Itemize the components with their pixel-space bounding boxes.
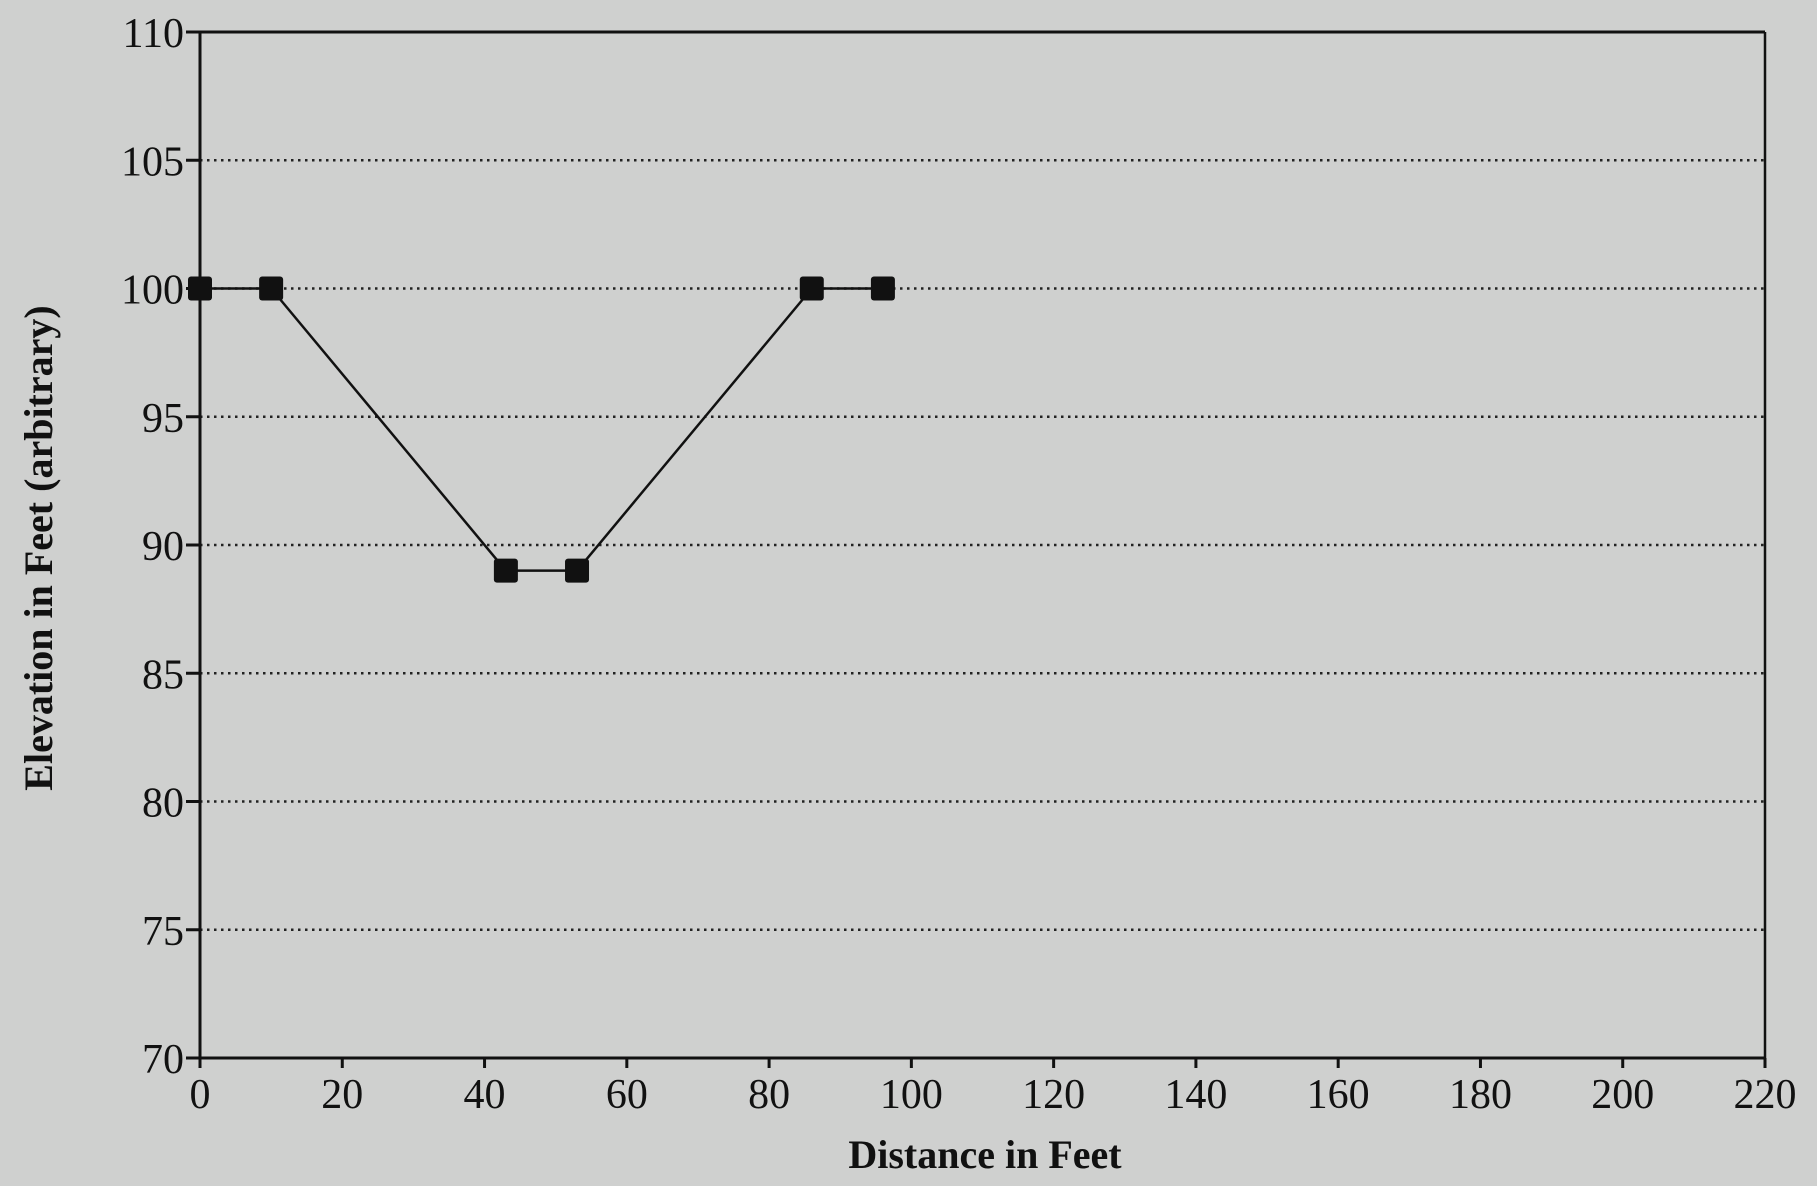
- y-tick-label-110: 110: [123, 11, 184, 57]
- series-layer: [188, 276, 895, 583]
- grid-layer: [200, 159, 1765, 931]
- x-tick-label-120: 120: [1022, 1072, 1085, 1118]
- x-tick-label-40: 40: [464, 1072, 506, 1118]
- x-axis-title: Distance in Feet: [848, 1132, 1122, 1177]
- data-point-0-2: [493, 558, 518, 583]
- y-tick-label-95: 95: [142, 396, 184, 442]
- data-point-0-3: [565, 558, 590, 583]
- data-point-0-1: [259, 276, 284, 301]
- x-tick-label-220: 220: [1734, 1072, 1797, 1118]
- y-tick-label-70: 70: [142, 1037, 184, 1083]
- data-point-0-4: [799, 276, 824, 301]
- x-tick-label-200: 200: [1591, 1072, 1654, 1118]
- x-tick-label-60: 60: [606, 1072, 648, 1118]
- x-tick-label-140: 140: [1164, 1072, 1227, 1118]
- y-tick-label-100: 100: [121, 268, 184, 314]
- data-point-0-0: [188, 276, 212, 301]
- x-tick-label-180: 180: [1449, 1072, 1512, 1118]
- axes-layer: [186, 30, 1767, 1068]
- x-tick-label-100: 100: [880, 1072, 943, 1118]
- y-tick-label-80: 80: [142, 781, 184, 827]
- y-tick-label-105: 105: [121, 139, 184, 185]
- labels-layer: 70 75 80 85 90 95 100 105 110 0 20 40 60 80 100 120 140 1…: [121, 11, 1797, 1118]
- y-tick-label-90: 90: [142, 524, 184, 570]
- x-tick-label-160: 160: [1307, 1072, 1370, 1118]
- x-tick-label-20: 20: [321, 1072, 363, 1118]
- x-tick-label-80: 80: [748, 1072, 790, 1118]
- x-tick-label-0: 0: [190, 1072, 211, 1118]
- y-axis-title: Elevation in Feet (arbitrary): [16, 305, 61, 790]
- data-point-0-5: [870, 276, 895, 301]
- y-tick-label-85: 85: [142, 652, 184, 698]
- y-tick-label-75: 75: [142, 909, 184, 955]
